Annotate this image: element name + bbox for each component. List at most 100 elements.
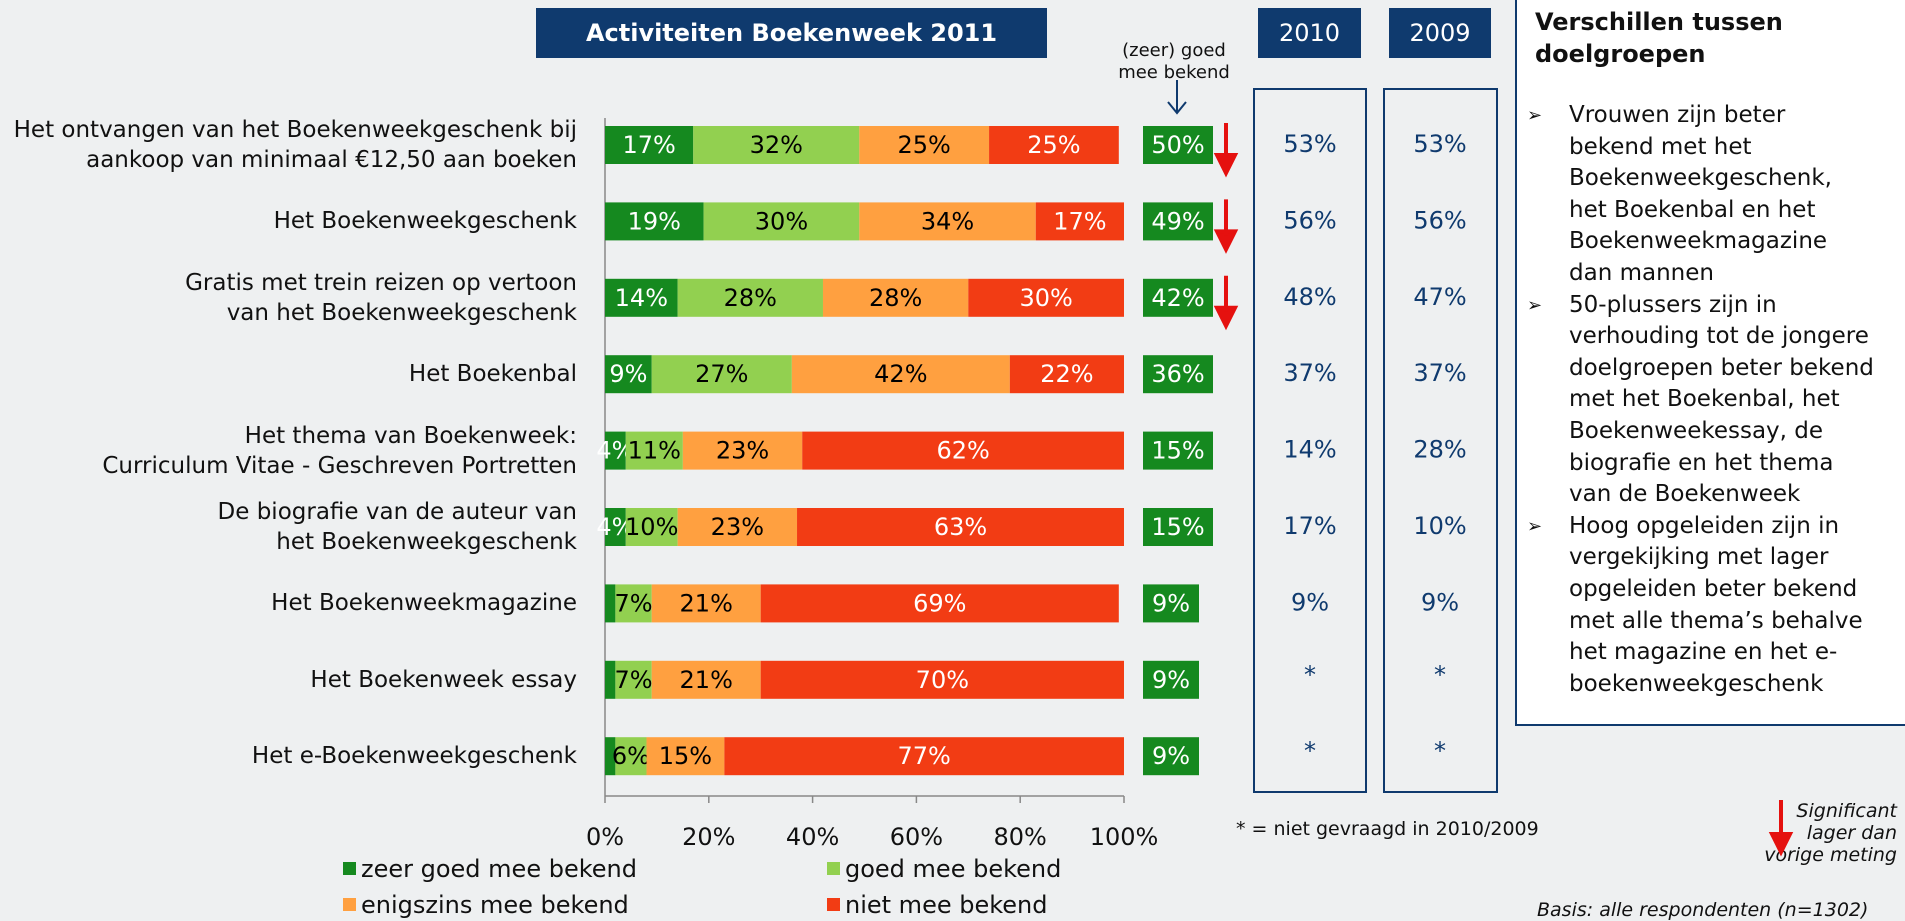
bar-segment — [615, 584, 652, 623]
sidebar-title: Verschillen tussen doelgroepen — [1535, 8, 1783, 68]
known-label: 9% — [1152, 589, 1190, 617]
bar-segment — [605, 355, 652, 394]
known-box — [1143, 431, 1213, 470]
bar-segment — [703, 202, 860, 241]
data-label: 17% — [622, 131, 675, 159]
data-label: 17% — [1053, 207, 1106, 235]
bar-segment — [625, 508, 678, 546]
year-value: 17% — [1283, 512, 1336, 540]
data-label: 14% — [615, 284, 668, 312]
year-value: 47% — [1413, 283, 1466, 311]
bar-segment — [802, 431, 1124, 470]
data-label: 70% — [916, 666, 969, 694]
category-label: Het ontvangen van het Boekenweekgeschenk… — [13, 117, 577, 173]
data-label: 9% — [609, 360, 647, 388]
bar-segment — [605, 737, 616, 776]
bar-segment — [605, 126, 694, 164]
legend-swatch — [343, 862, 356, 875]
chart-title: Activiteiten Boekenweek 2011 — [536, 8, 1047, 58]
legend-label: zeer goed mee bekend — [361, 855, 637, 883]
data-label: 11% — [628, 437, 681, 465]
bullet-marker: ➢ — [1527, 294, 1543, 316]
header-arrow — [1167, 80, 1187, 115]
category-label: Het e-Boekenweekgeschenk — [251, 743, 577, 770]
known-box — [1143, 584, 1199, 623]
year-value: * — [1434, 661, 1446, 689]
known-label: 9% — [1152, 742, 1190, 770]
known-label: 9% — [1152, 666, 1190, 694]
bar-segment — [791, 355, 1010, 394]
data-label: 30% — [755, 207, 808, 235]
bullet: ➢ Hoog opgeleiden zijn in vergekijking me… — [1527, 511, 1897, 701]
bullet-text: Hoog opgeleiden zijn in vergekijking met… — [1569, 512, 1863, 697]
data-label: 69% — [913, 589, 966, 617]
bar-segment — [677, 508, 798, 546]
year-column — [1383, 88, 1498, 793]
category-label: De biografie van de auteur van het Boeke… — [217, 499, 577, 555]
known-label: 50% — [1151, 131, 1204, 159]
data-label: 21% — [680, 666, 733, 694]
known-box — [1143, 278, 1213, 317]
category-label: Het Boekenweekgeschenk — [273, 208, 577, 235]
data-label: 34% — [921, 207, 974, 235]
year-value: 14% — [1283, 436, 1336, 464]
basis: Basis: alle respondenten (n=1302) — [1537, 899, 1869, 921]
data-label: 32% — [750, 131, 803, 159]
legend-swatch — [827, 862, 840, 875]
x-tick-label: 100% — [1090, 823, 1159, 851]
significance-arrow — [1213, 123, 1239, 178]
data-label: 7% — [615, 589, 653, 617]
x-tick-label: 40% — [786, 823, 839, 851]
data-label: 23% — [716, 437, 769, 465]
x-tick-label: 20% — [682, 823, 735, 851]
bullet-text: Vrouwen zijn beter bekend met het Boeken… — [1569, 102, 1832, 286]
bullet: ➢ Vrouwen zijn beter bekend met het Boek… — [1527, 100, 1897, 290]
category-label: Gratis met trein reizen op vertoon van h… — [185, 269, 577, 326]
bar-segment — [760, 660, 1124, 699]
known-label: 15% — [1151, 437, 1204, 465]
bar-segment — [682, 431, 803, 470]
data-label: 77% — [898, 742, 951, 770]
year-value: * — [1434, 737, 1446, 765]
bar-segment — [605, 278, 678, 317]
year-column — [1253, 88, 1367, 793]
year-header: 2010 — [1258, 8, 1361, 58]
known-label: 49% — [1151, 207, 1204, 235]
year-value: 53% — [1413, 130, 1466, 158]
year-value: 48% — [1283, 283, 1336, 311]
bar-segment — [1009, 355, 1124, 394]
footnote: * = niet gevraagd in 2010/2009 — [1236, 818, 1539, 840]
bar-segment — [605, 660, 616, 699]
bar-segment — [859, 202, 1036, 241]
data-label: 28% — [724, 284, 777, 312]
year-value: 56% — [1283, 206, 1336, 234]
legend-label: niet mee bekend — [845, 891, 1047, 919]
bar-segment — [760, 584, 1119, 623]
data-label: 63% — [934, 513, 987, 541]
bullet-marker: ➢ — [1527, 105, 1543, 126]
data-label: 19% — [628, 207, 681, 235]
data-label: 21% — [680, 589, 733, 617]
bar-segment — [724, 737, 1124, 776]
bar-segment — [605, 508, 626, 546]
bar-segment — [822, 278, 969, 317]
data-label: 23% — [711, 513, 764, 541]
year-value: 37% — [1413, 359, 1466, 387]
known-label: 42% — [1151, 284, 1204, 312]
year-value: 10% — [1413, 512, 1466, 540]
bar-segment — [651, 584, 761, 623]
data-label: 22% — [1040, 360, 1093, 388]
year-value: 56% — [1413, 206, 1466, 234]
category-label: Het Boekenweekmagazine — [271, 590, 577, 617]
bullet-marker: ➢ — [1527, 515, 1543, 537]
known-box — [1143, 355, 1213, 394]
x-tick-label: 0% — [586, 823, 624, 851]
data-label: 28% — [869, 284, 922, 312]
year-header: 2009 — [1389, 8, 1491, 58]
known-box — [1143, 508, 1213, 546]
bar-segment — [615, 737, 647, 776]
bar-segment — [651, 660, 761, 699]
year-value: 37% — [1283, 359, 1336, 387]
bar-segment — [625, 431, 683, 470]
